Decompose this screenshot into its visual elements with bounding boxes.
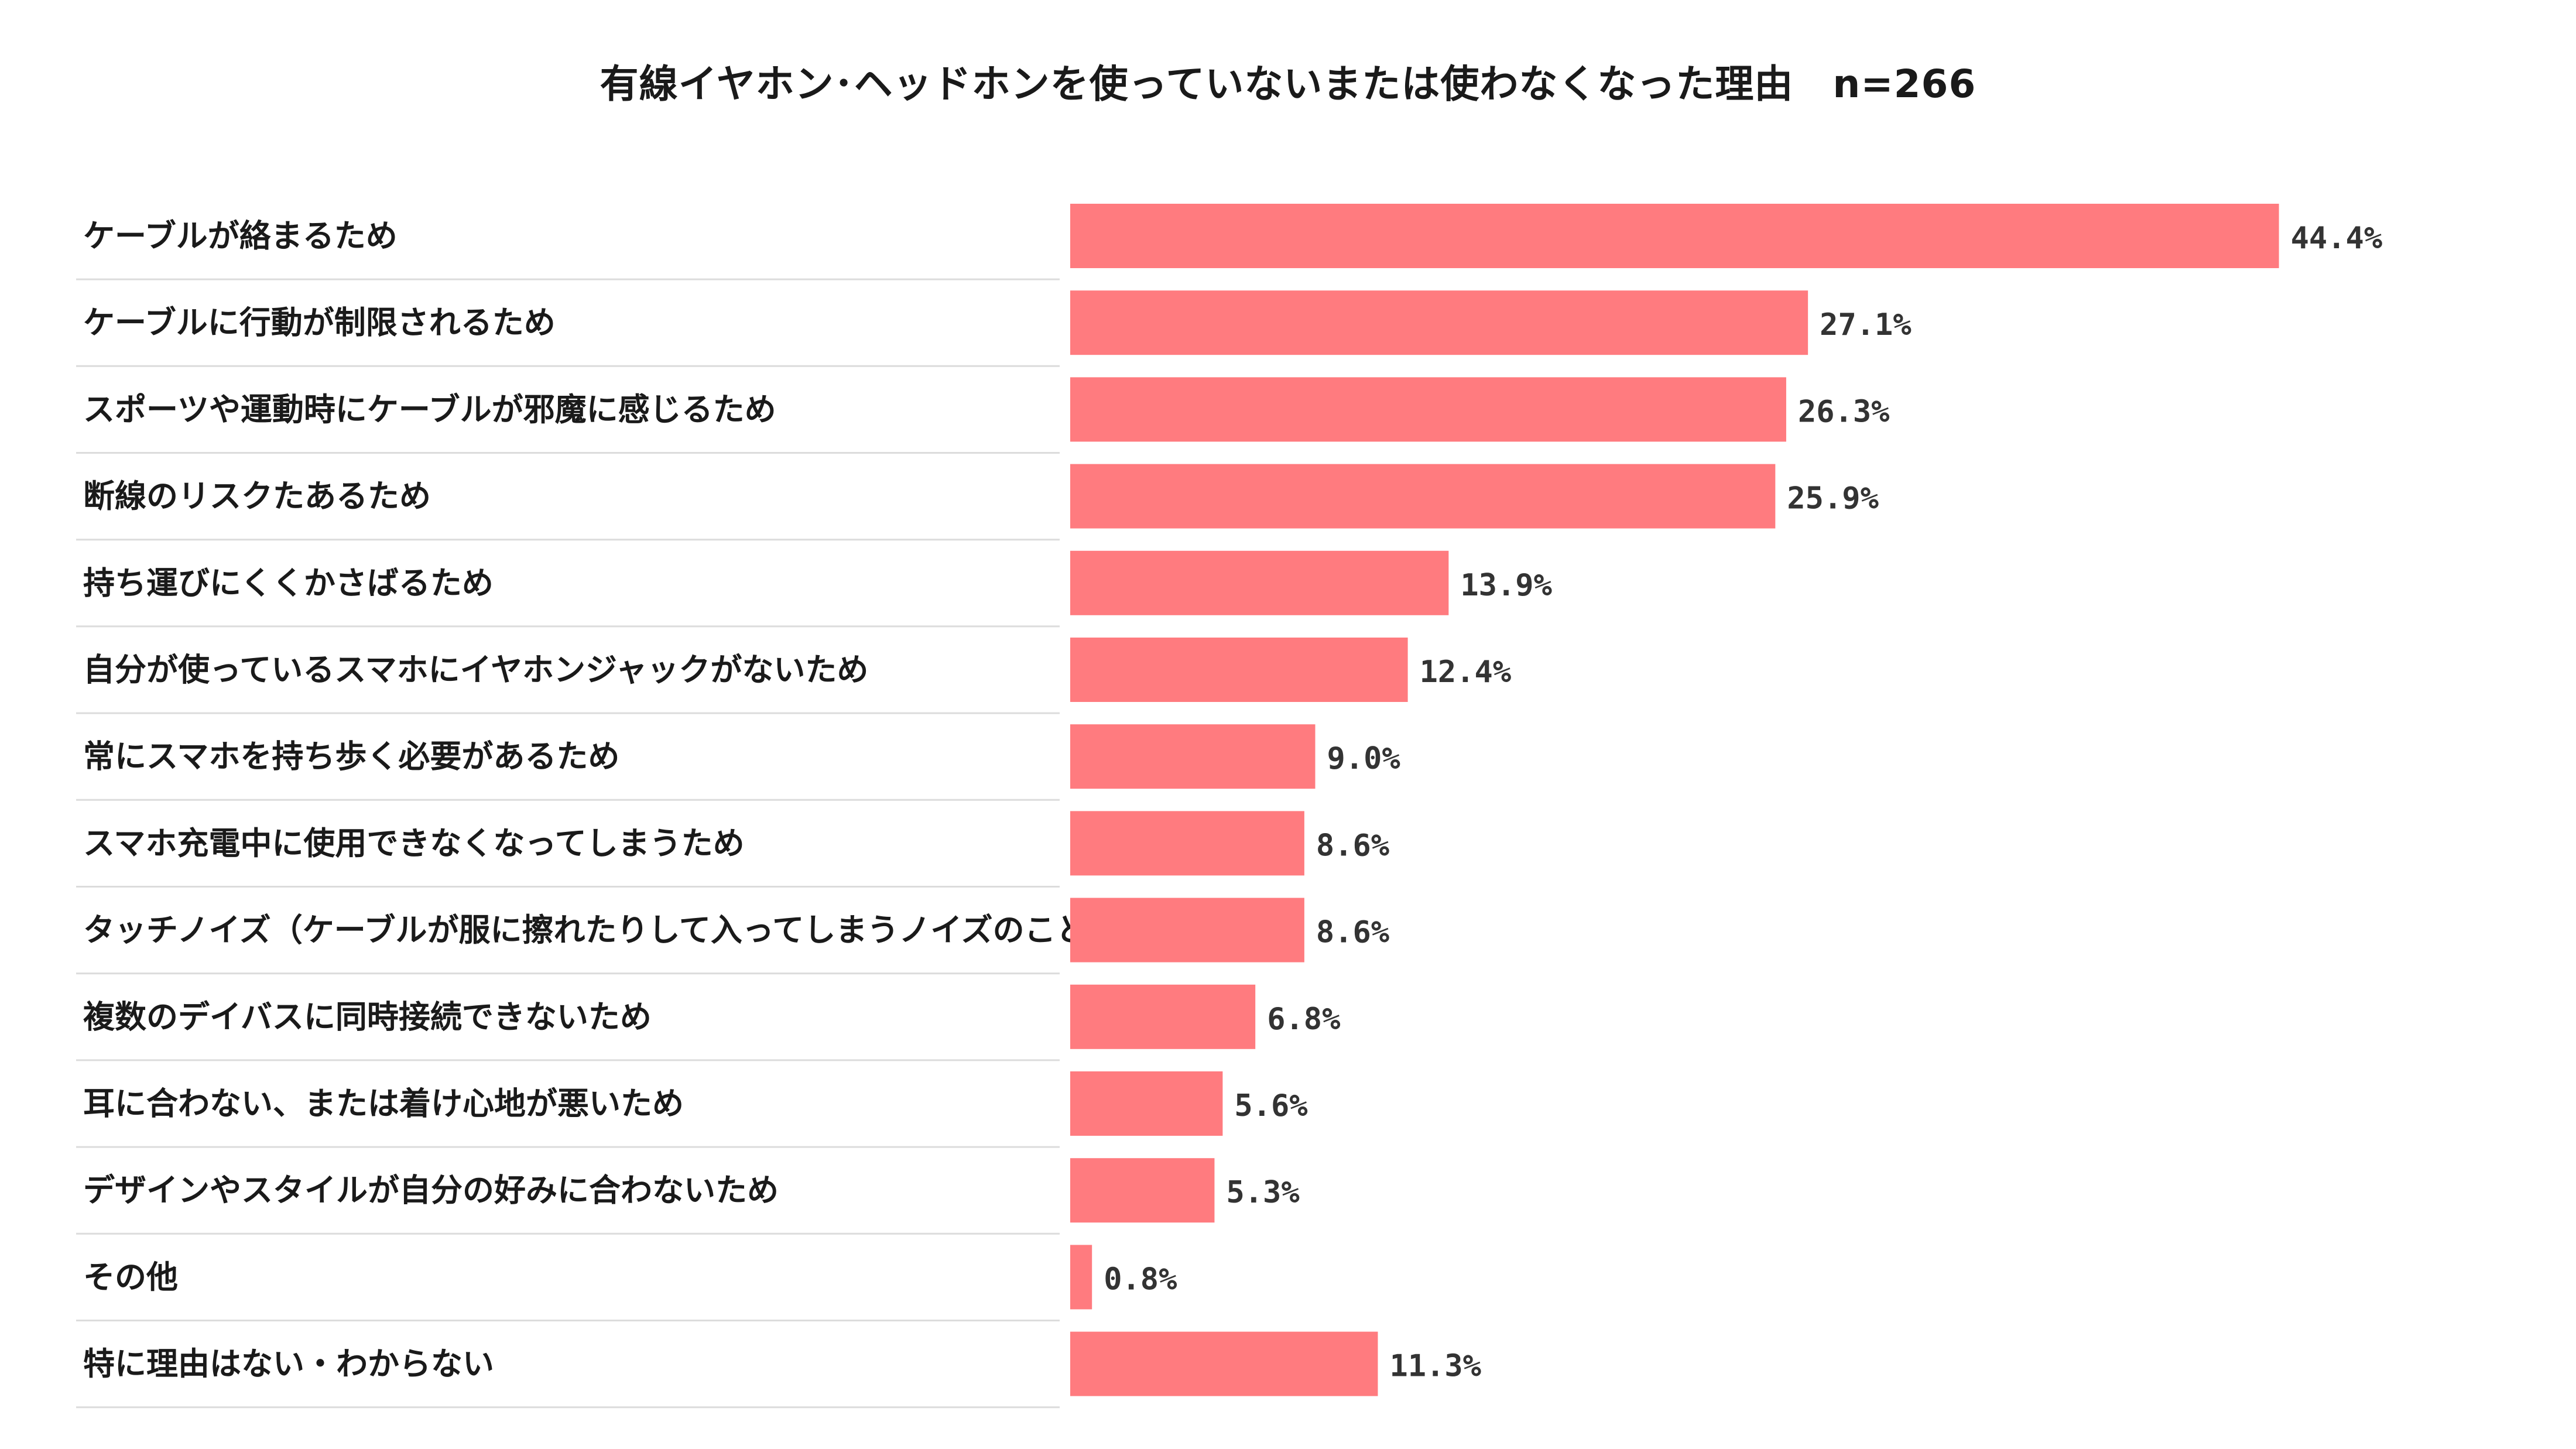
chart-rows: ケーブルが絡まるため 44.4% ケーブルに行動が制限されるため 27.1% スポーツや… bbox=[76, 204, 2383, 1409]
category-label: ケーブルが絡まるため bbox=[83, 218, 398, 255]
bar bbox=[1070, 811, 1304, 876]
bar bbox=[1070, 550, 1449, 615]
bar bbox=[1070, 724, 1316, 789]
bar bbox=[1070, 898, 1304, 962]
value-label: 6.8% bbox=[1267, 1002, 1340, 1037]
value-label: 5.6% bbox=[1234, 1088, 1307, 1123]
value-label: 8.6% bbox=[1316, 915, 1389, 950]
category-label: 断線のリスクたあるため bbox=[83, 478, 431, 515]
category-label: スマホ充電中に使用できなくなってしまうため bbox=[83, 825, 745, 862]
category-label: 複数のデイバスに同時接続できないため bbox=[83, 998, 652, 1035]
bar bbox=[1070, 204, 2279, 268]
value-label: 13.9% bbox=[1460, 568, 1552, 603]
value-label: 12.4% bbox=[1420, 655, 1512, 690]
value-label: 8.6% bbox=[1316, 828, 1389, 863]
bar bbox=[1070, 1158, 1215, 1223]
category-label: 自分が使っているスマホにイヤホンジャックがないため bbox=[83, 652, 868, 688]
bar bbox=[1070, 1245, 1092, 1310]
category-label: 常にスマホを持ち歩く必要があるため bbox=[83, 738, 619, 775]
category-label: 耳に合わない、または着け心地が悪いため bbox=[83, 1085, 684, 1122]
bar bbox=[1070, 377, 1786, 442]
value-label: 44.4% bbox=[2291, 221, 2383, 256]
chart-title: 有線イヤホン･ヘッドホンを使っていないまたは使わなくなった理由 n=266 bbox=[600, 61, 1976, 107]
category-label: ケーブルに行動が制限されるため bbox=[83, 304, 556, 341]
bar bbox=[1070, 1331, 1378, 1396]
value-label: 0.8% bbox=[1104, 1262, 1177, 1297]
category-label: 持ち運びにくくかさばるため bbox=[83, 564, 494, 601]
bar bbox=[1070, 290, 1808, 355]
bar bbox=[1070, 464, 1776, 529]
value-label: 11.3% bbox=[1389, 1349, 1481, 1384]
value-label: 9.0% bbox=[1327, 741, 1400, 776]
value-label: 25.9% bbox=[1787, 481, 1879, 516]
bar bbox=[1070, 984, 1256, 1049]
category-label: スポーツや運動時にケーブルが邪魔に感じるため bbox=[83, 391, 776, 428]
category-label: 特に理由はない・わからない bbox=[83, 1345, 494, 1382]
category-label: タッチノイズ（ケーブルが服に擦れたりして入ってしまうノイズのこと） bbox=[83, 912, 1119, 948]
value-label: 27.1% bbox=[1820, 307, 1912, 342]
value-label: 26.3% bbox=[1798, 394, 1890, 429]
bar bbox=[1070, 638, 1408, 702]
value-label: 5.3% bbox=[1226, 1175, 1299, 1210]
category-label: その他 bbox=[83, 1259, 178, 1296]
bar bbox=[1070, 1071, 1223, 1136]
category-label: デザインやスタイルが自分の好みに合わないため bbox=[83, 1172, 779, 1209]
